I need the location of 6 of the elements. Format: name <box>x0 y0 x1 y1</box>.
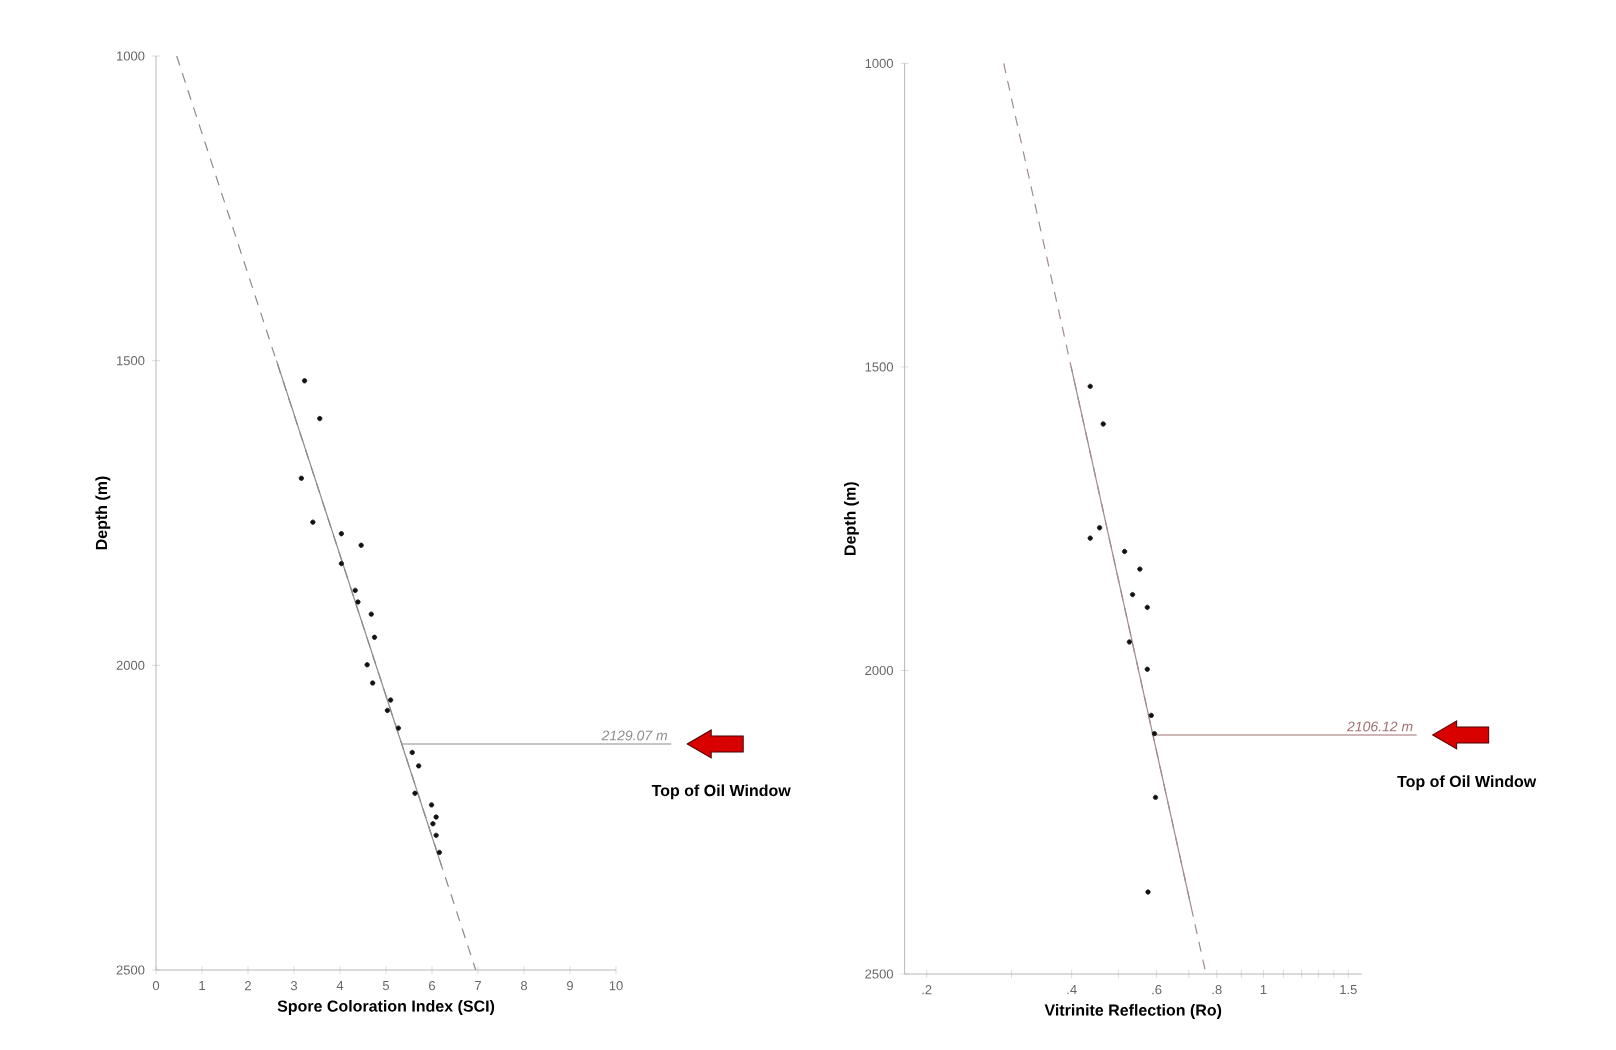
text: Top of Oil Window <box>651 784 791 800</box>
y-axis-title: Depth (m) <box>843 482 859 555</box>
x-axis-title: Spore Coloration Index (SCI) <box>277 1000 495 1015</box>
x-axis-title: Vitrinite Reflection (Ro) <box>1044 1004 1222 1019</box>
text: Top of Oil Window <box>1397 775 1537 791</box>
y-axis-title: Depth (m) <box>95 476 111 550</box>
